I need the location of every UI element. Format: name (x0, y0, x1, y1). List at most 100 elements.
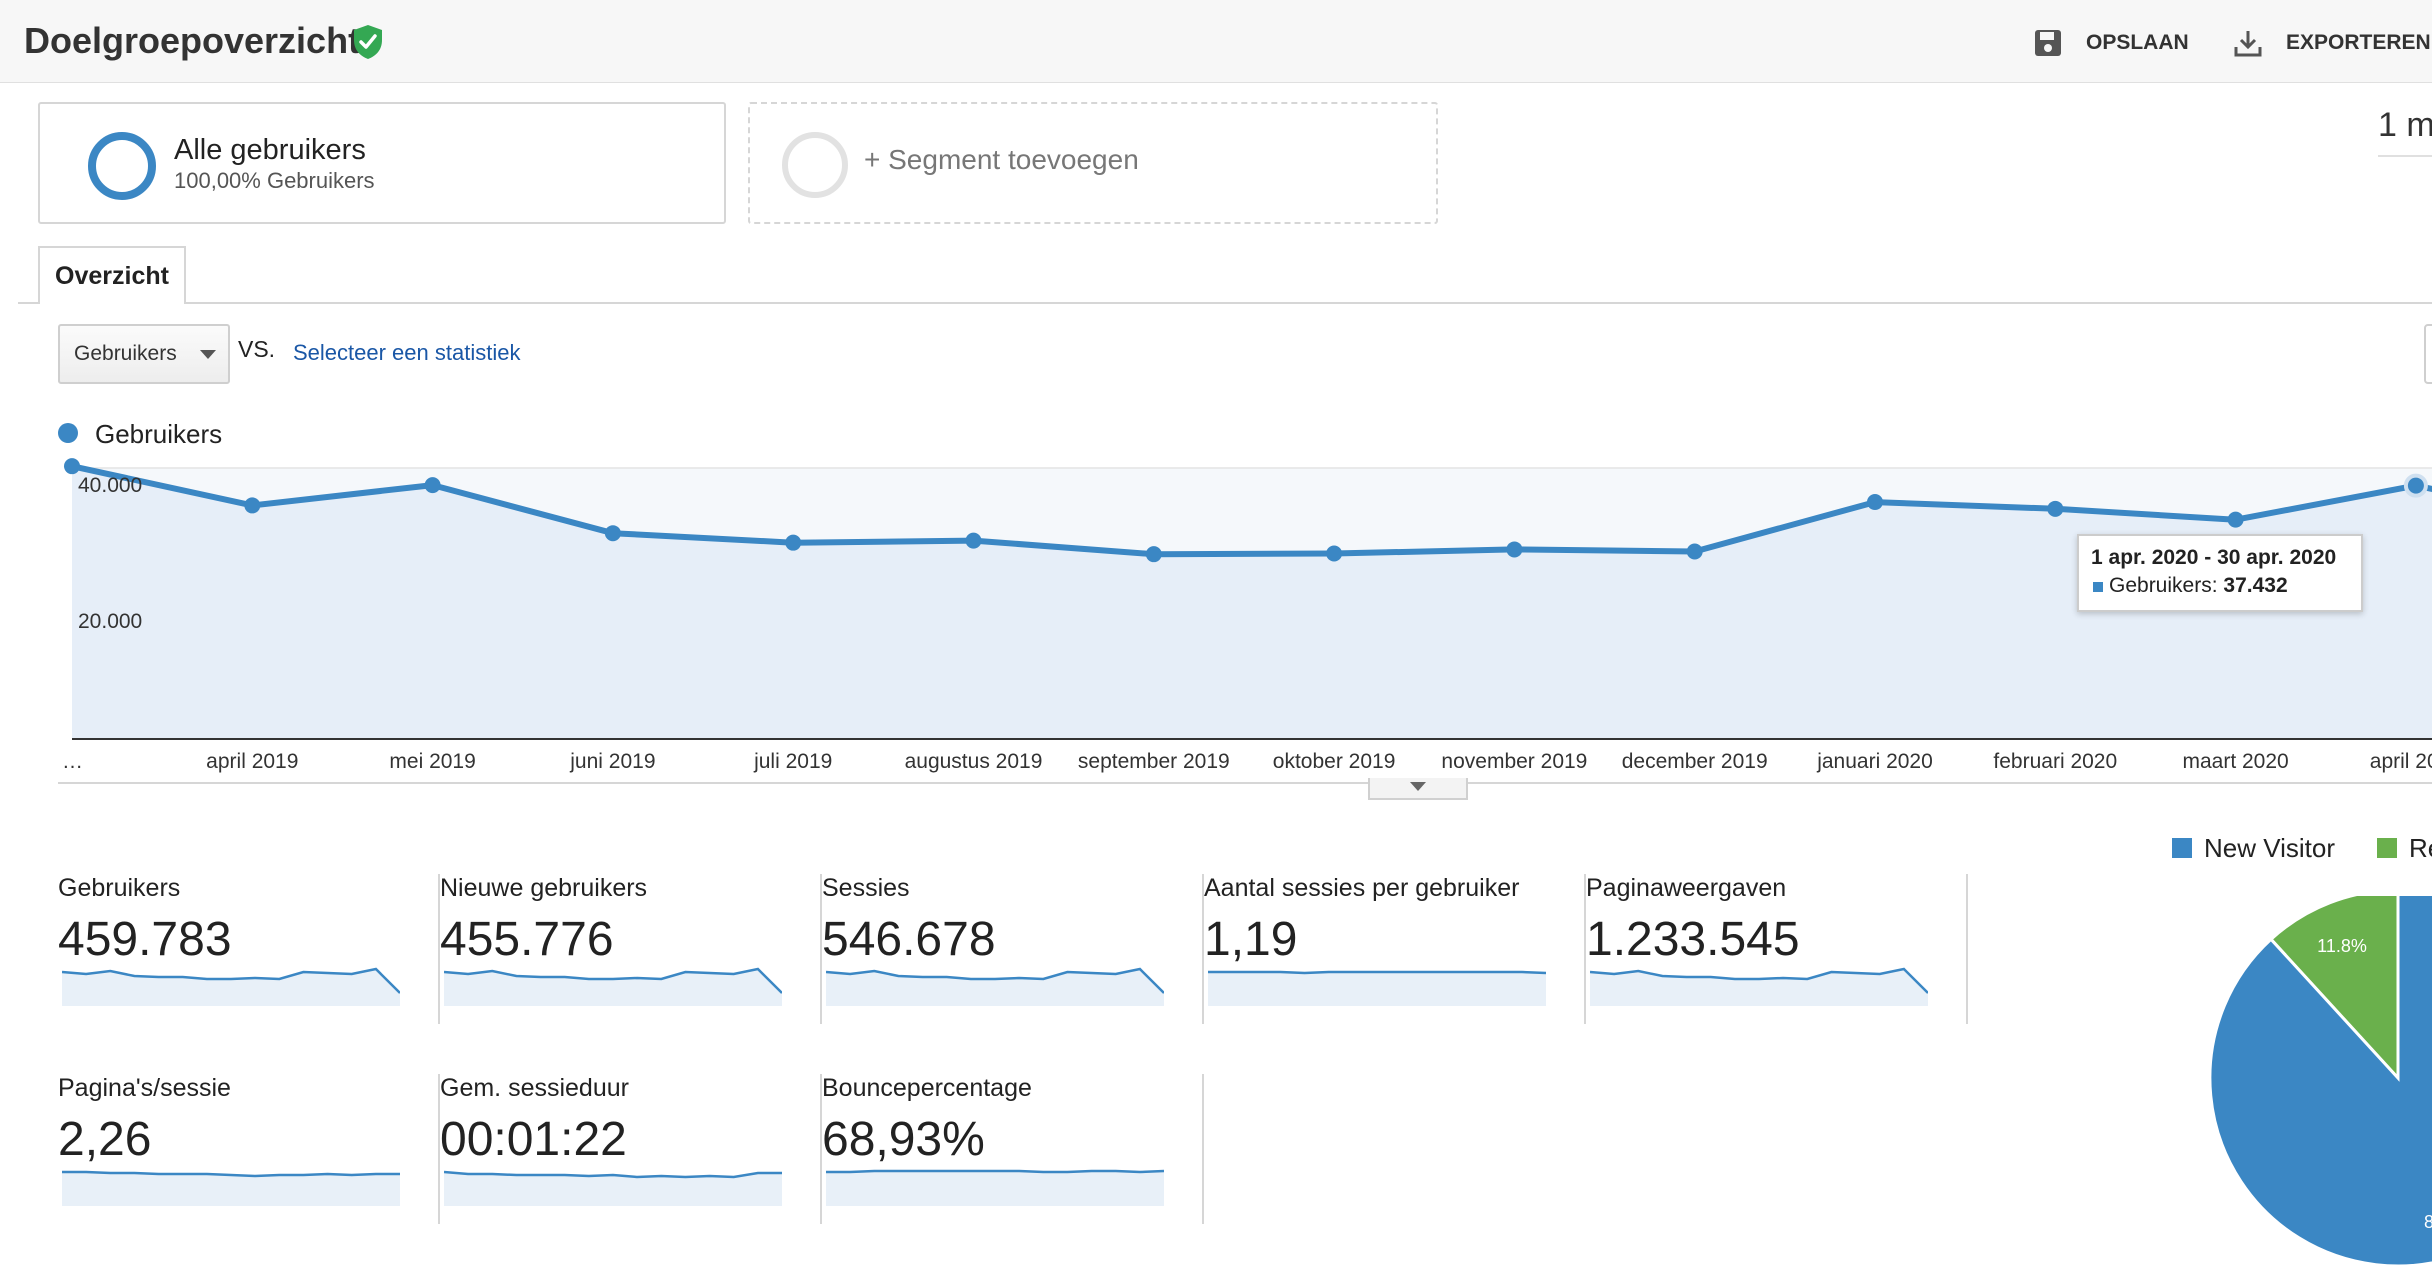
x-tick-label: november 2019 (1441, 750, 1587, 773)
area-fill (72, 466, 2432, 739)
x-tick-label: maart 2020 (2182, 750, 2288, 773)
data-point[interactable] (2403, 473, 2428, 498)
select-metric-link[interactable]: Selecteer een statistiek (293, 340, 521, 365)
legend-label-returning-visitor: Ret (2409, 832, 2432, 863)
metric-card-avg-session-duration[interactable]: Gem. sessieduur 00:01:22 (440, 1074, 822, 1224)
tooltip-value: 37.432 (2223, 574, 2288, 597)
data-point[interactable] (1506, 541, 1523, 558)
tooltip-swatch (2093, 582, 2103, 592)
x-tick-label: mei 2019 (389, 750, 475, 773)
sparkline-area (444, 1172, 782, 1206)
data-point[interactable] (2047, 500, 2064, 517)
metric-label: Paginaweergaven (1586, 874, 1787, 902)
card-divider (1966, 874, 1968, 1024)
metric-value: 00:01:22 (440, 1113, 627, 1166)
metric-dropdown[interactable]: Gebruikers (58, 324, 230, 384)
sparkline-line (444, 967, 782, 994)
metric-card-new-users[interactable]: Nieuwe gebruikers 455.776 (440, 874, 822, 1024)
metric-sparkline (444, 1170, 782, 1206)
metric-dropdown-value: Gebruikers (74, 342, 177, 365)
data-point[interactable] (1867, 494, 1883, 511)
legend-label-new-visitor: New Visitor (2204, 832, 2336, 863)
metric-value: 546.678 (822, 913, 996, 966)
caret-down-icon (1410, 782, 1426, 791)
data-point[interactable] (785, 534, 802, 551)
x-tick-label: april 2019 (206, 750, 298, 773)
metric-card-sessions-per-user[interactable]: Aantal sessies per gebruiker 1,19 (1204, 874, 1586, 1024)
legend-swatch-returning-visitor (2377, 838, 2398, 858)
vs-label: VS. (238, 336, 276, 362)
metric-sparkline (1208, 970, 1546, 1006)
data-point[interactable] (2227, 511, 2244, 528)
metric-card-users[interactable]: Gebruikers 459.783 (58, 874, 440, 1024)
pie-slice-new-visitor[interactable] (2210, 896, 2432, 1268)
metric-label: Gebruikers (58, 874, 181, 902)
sparkline-area (62, 1172, 400, 1206)
save-button[interactable]: OPSLAAN (2032, 26, 2189, 60)
floppy-disk-icon (2035, 30, 2061, 56)
export-button[interactable]: EXPORTEREN (2232, 26, 2431, 60)
metric-sparkline (826, 967, 1164, 1006)
metric-sparkline (444, 967, 782, 1006)
metric-value: 1,19 (1204, 913, 1298, 966)
data-point[interactable] (604, 525, 621, 542)
add-segment-button[interactable]: + Segment toevoegen (748, 102, 1438, 224)
sparkline-area (444, 969, 782, 1006)
page-title: Doelgroepoverzicht (24, 20, 361, 61)
metric-card-pageviews[interactable]: Paginaweergaven 1.233.545 (1586, 874, 1968, 1024)
legend-swatch (58, 423, 78, 443)
x-tick-label: april 2020 (2370, 750, 2432, 773)
chart-tooltip: 1 apr. 2020 - 30 apr. 2020 Gebruikers: 3… (2077, 534, 2363, 612)
metric-value: 455.776 (440, 913, 614, 966)
metric-value: 2,26 (58, 1113, 152, 1166)
metric-card-pages-per-session[interactable]: Pagina's/sessie 2,26 (58, 1074, 440, 1224)
users-line-chart[interactable]: 40.000 20.000 … april 2019 mei 2019 juni 2019… (0, 455, 2432, 795)
export-label: EXPORTEREN (2286, 31, 2431, 54)
legend-swatch-new-visitor (2172, 838, 2192, 858)
chart-options-button[interactable] (2424, 324, 2432, 384)
card-divider (1202, 1074, 1204, 1224)
sparkline-area (826, 1171, 1164, 1206)
segment-name: Alle gebruikers (174, 134, 366, 166)
metric-label: Gem. sessieduur (440, 1074, 629, 1102)
chart-collapse-toggle[interactable] (1368, 778, 1468, 800)
metric-sparkline (826, 1169, 1164, 1206)
sparkline-line (826, 1169, 1164, 1174)
card-divider (1202, 874, 1204, 1024)
x-tick-label: september 2019 (1078, 750, 1230, 773)
x-tick-label: oktober 2019 (1273, 750, 1396, 773)
card-divider (438, 1074, 440, 1224)
sparkline-line (62, 1170, 400, 1178)
pie-slice-returning-visitor[interactable] (2268, 896, 2400, 1082)
pie-slice-label: 11.8% (2317, 936, 2367, 956)
tab-overview[interactable]: Overzicht (38, 246, 186, 304)
segment-placeholder-icon (782, 132, 848, 198)
segment-ring-icon (88, 132, 156, 200)
sparkline-line (826, 967, 1164, 994)
data-point[interactable] (64, 458, 80, 475)
card-divider (820, 1074, 822, 1224)
data-point[interactable] (244, 497, 261, 514)
data-point[interactable] (424, 477, 441, 494)
chevron-down-icon (200, 350, 216, 359)
report-header: Doelgroepoverzicht OPSLAAN EXPORTEREN (0, 0, 2432, 83)
segment-card-all-users[interactable]: Alle gebruikers 100,00% Gebruikers (38, 102, 726, 224)
data-point[interactable] (1326, 545, 1343, 562)
metric-sparkline (1590, 967, 1928, 1006)
card-divider (820, 874, 822, 1024)
data-point[interactable] (965, 532, 982, 549)
data-point[interactable] (1145, 546, 1162, 563)
metric-card-bounce-rate[interactable]: Bouncepercentage 68,93% (822, 1074, 1204, 1224)
legend-label: Gebruikers (95, 419, 223, 449)
sparkline-line (444, 1170, 782, 1179)
pie-legend: New Visitor Ret (2172, 832, 2432, 864)
data-point[interactable] (1686, 543, 1703, 560)
download-icon (2234, 31, 2262, 57)
date-range-picker[interactable]: 1 m (2378, 106, 2432, 157)
visitor-type-pie-chart[interactable]: 11.8% 8 (2210, 896, 2432, 1284)
metric-card-sessions[interactable]: Sessies 546.678 (822, 874, 1204, 1024)
pie-slice-label: 8 (2424, 1212, 2432, 1232)
sparkline-area (826, 969, 1164, 1006)
metric-sparkline (62, 1170, 400, 1206)
metric-label: Bouncepercentage (822, 1074, 1032, 1102)
